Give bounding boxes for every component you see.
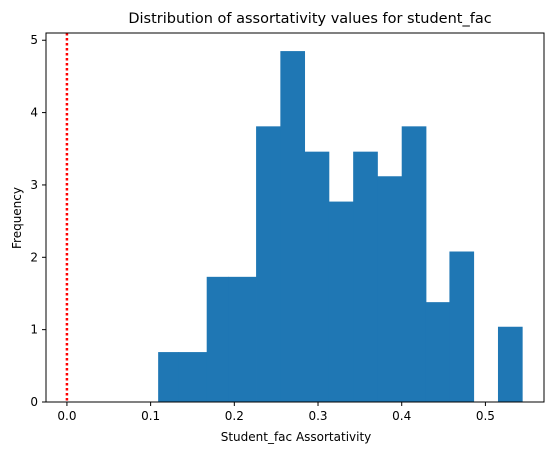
histogram-bar-6: [304, 151, 330, 402]
histogram-bar-10: [401, 126, 427, 402]
y-tick-label: 0: [30, 395, 38, 409]
histogram-bar-11: [425, 302, 450, 402]
y-tick-label: 2: [30, 250, 38, 264]
histogram-bar-8: [353, 151, 378, 402]
plot-frame: [45, 32, 545, 403]
histogram-bar-4: [256, 126, 281, 402]
histogram-bar-7: [328, 201, 354, 402]
x-tick-label: 0.2: [225, 409, 244, 423]
histogram-bar-9: [377, 176, 403, 402]
y-tick-label: 3: [30, 178, 38, 192]
x-tick-label: 0.0: [57, 409, 76, 423]
histogram-bar-12: [449, 251, 475, 402]
chart-title: Distribution of assortativity values for…: [128, 11, 491, 27]
histogram-bar-3: [228, 276, 257, 402]
y-tick-label: 1: [30, 323, 38, 337]
histogram-bar-5: [280, 51, 306, 403]
histogram-bar-2: [206, 276, 229, 402]
x-tick-label: 0.4: [392, 409, 411, 423]
y-axis-ticks: 0 1 2 3 4 5: [30, 33, 46, 409]
x-axis-ticks: 0.0 0.1 0.2 0.3 0.4 0.5: [57, 402, 495, 423]
x-tick-label: 0.3: [308, 409, 327, 423]
bars-group: [158, 51, 523, 403]
x-tick-label: 0.5: [476, 409, 495, 423]
y-tick-label: 5: [30, 33, 38, 47]
x-axis-label: Student_fac Assortativity: [221, 430, 372, 444]
y-axis-label: Frequency: [10, 187, 24, 249]
histogram-bar-14: [497, 326, 523, 402]
y-tick-label: 4: [30, 106, 38, 120]
histogram-bar-0: [158, 352, 179, 402]
histogram-bar-1: [178, 352, 208, 402]
x-tick-label: 0.1: [141, 409, 160, 423]
